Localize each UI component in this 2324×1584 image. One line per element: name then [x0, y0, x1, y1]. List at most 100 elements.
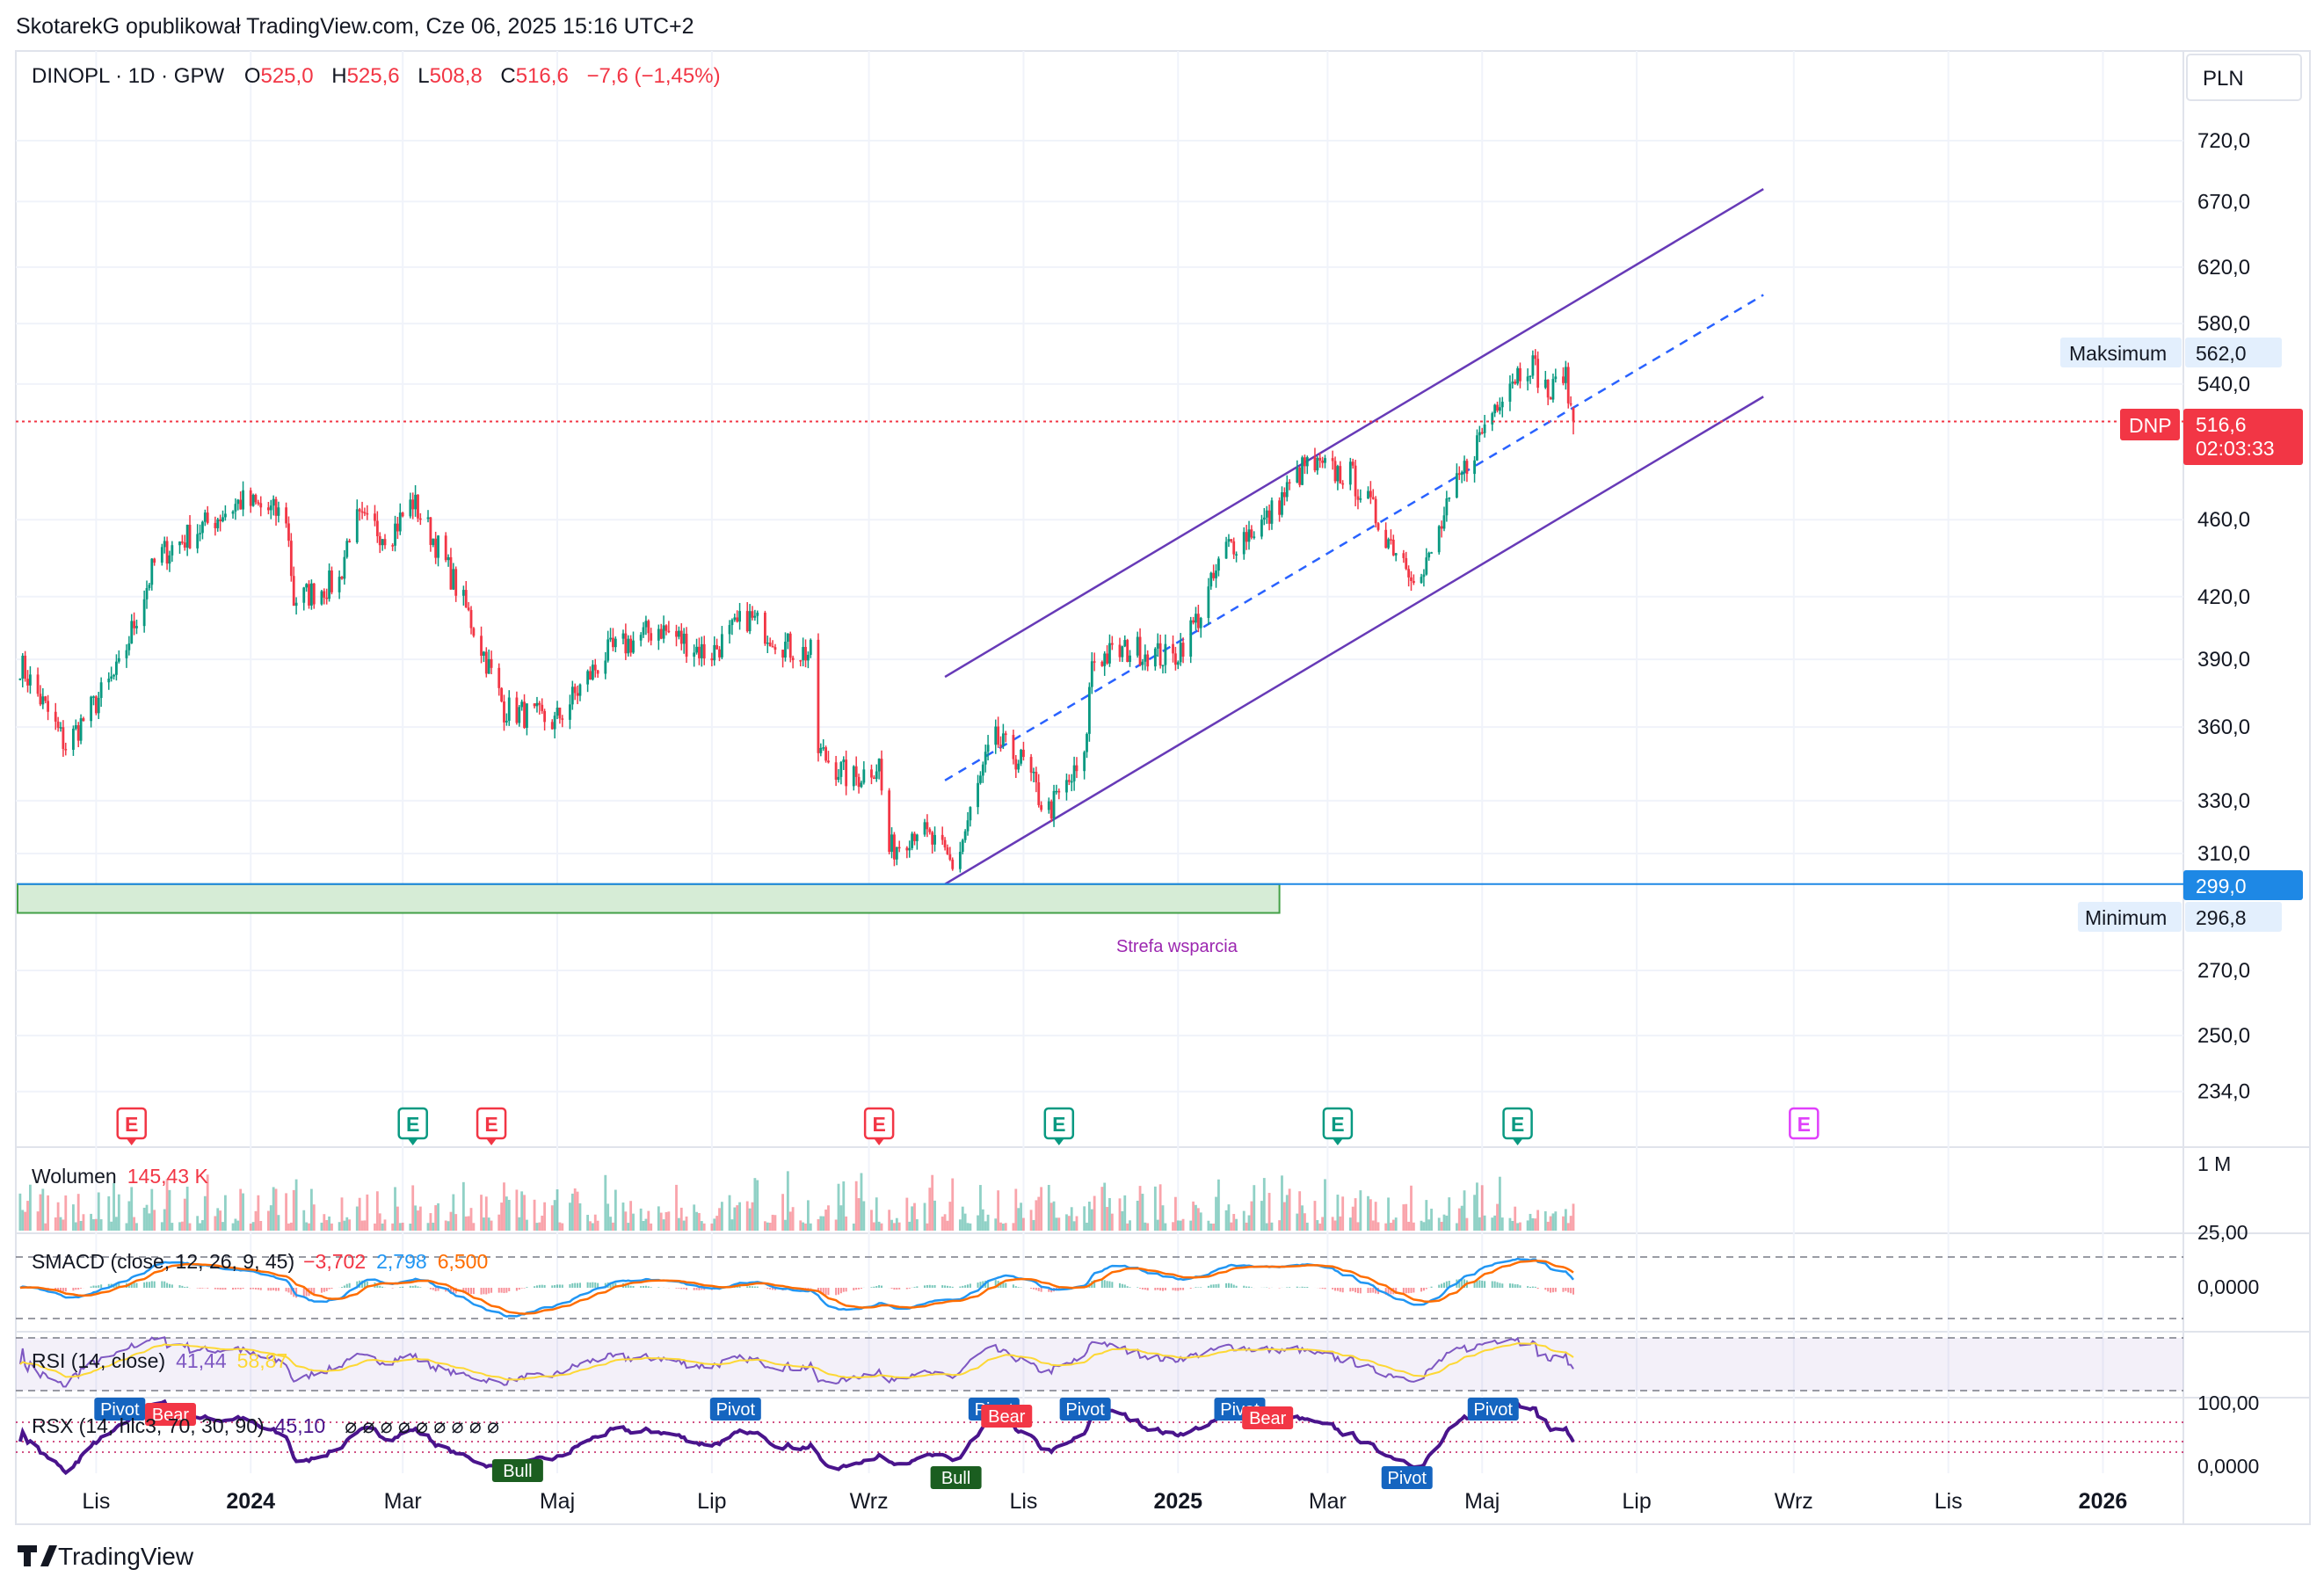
candle-body	[505, 720, 508, 723]
candle-body	[222, 517, 224, 522]
volume-bar	[543, 1202, 547, 1231]
candle-body	[1480, 432, 1484, 434]
smacd-hist-bar	[449, 1288, 452, 1294]
candle-body	[396, 523, 399, 532]
volume-bar	[895, 1217, 898, 1231]
tradingview-logo[interactable]: TradingView	[18, 1543, 194, 1570]
volume-bar	[1341, 1196, 1345, 1231]
candle-body	[1566, 367, 1570, 403]
time-axis[interactable]: Lis 2024 Mar Maj Lip Wrz Lis 2025 Mar Maj Lip Wrz Li…	[82, 1489, 2127, 1514]
candle-body	[1508, 383, 1512, 402]
candle-body	[330, 570, 333, 592]
volume-bar	[928, 1188, 932, 1231]
candle-body	[541, 704, 544, 711]
candle-body	[926, 822, 929, 830]
volume-bar	[391, 1223, 395, 1231]
candle-body	[728, 625, 731, 635]
candle-body	[1498, 407, 1501, 411]
svg-text:299,0: 299,0	[2196, 875, 2247, 897]
smacd-hist-bar	[267, 1288, 270, 1291]
volume-bar	[1144, 1222, 1147, 1231]
price-axis[interactable]: 720,0 670,0 620,0 580,0 540,0 460,0 420,0 390,0…	[2197, 129, 2250, 1104]
smacd-hist-bar	[571, 1282, 574, 1288]
smacd-hist-bar	[518, 1288, 520, 1290]
volume-bar	[561, 1223, 564, 1231]
candle-body	[543, 710, 547, 723]
rsx-tag-label: Pivot	[100, 1400, 140, 1420]
smacd-hist-bar	[946, 1285, 948, 1288]
candle-body	[997, 726, 1000, 745]
candle-body	[1086, 733, 1088, 752]
smacd-hist-bar	[1339, 1288, 1341, 1292]
volume-bar	[888, 1210, 891, 1231]
volume-bar	[1390, 1223, 1392, 1231]
smacd-hist-bar	[168, 1283, 171, 1288]
candle-body	[257, 502, 260, 504]
volume-bar	[1146, 1223, 1150, 1231]
price-tick: 310,0	[2197, 842, 2250, 866]
candle-body	[1103, 653, 1107, 666]
smacd-hist-bar	[497, 1288, 500, 1293]
smacd-hist-bar	[1442, 1282, 1445, 1288]
volume-bar	[1476, 1182, 1478, 1231]
volume-bar	[1500, 1217, 1504, 1231]
candle-body	[1164, 643, 1167, 665]
candle-body	[1305, 457, 1309, 467]
rsx-tag	[1467, 1398, 1519, 1421]
candle-body	[1083, 752, 1086, 772]
candle-body	[1500, 401, 1504, 408]
volume-bar	[535, 1223, 539, 1231]
volume-bar	[1247, 1215, 1251, 1231]
smacd-hist-bar	[586, 1282, 589, 1288]
rsx-tag	[144, 1403, 196, 1426]
smacd-hist-bar	[257, 1288, 259, 1290]
volume-bar	[1531, 1217, 1535, 1231]
volume-bar	[133, 1217, 136, 1231]
candle-body	[1457, 473, 1461, 476]
volume-bar	[1022, 1217, 1025, 1231]
candle-body	[54, 711, 57, 722]
candle-body	[1138, 636, 1142, 665]
volume-bar	[1179, 1220, 1182, 1231]
smacd-hist-bar	[554, 1284, 556, 1288]
candle-body	[923, 822, 926, 835]
candle-body	[1390, 539, 1392, 541]
volume-bar	[18, 1193, 22, 1231]
candle-body	[1017, 763, 1020, 770]
volume-pane	[18, 1171, 1575, 1231]
volume-bar	[897, 1222, 901, 1231]
smacd-hist-bar	[490, 1288, 493, 1293]
volume-bar	[1199, 1212, 1202, 1231]
volume-bar	[1217, 1179, 1220, 1231]
smacd-hist-bar	[1536, 1288, 1539, 1290]
volume-bar	[196, 1216, 200, 1231]
volume-bar	[1250, 1201, 1253, 1231]
candle-body	[1179, 643, 1182, 663]
candle-body	[888, 790, 891, 853]
smacd-hist-bar	[196, 1288, 199, 1289]
volume-bar	[730, 1219, 734, 1231]
smacd-hist-bar	[969, 1283, 971, 1288]
volume-bar	[44, 1223, 47, 1231]
smacd-hist-bar	[148, 1282, 150, 1288]
volume-bar	[784, 1219, 787, 1231]
currency-button[interactable]	[2186, 54, 2302, 101]
smacd-hist-bar	[1180, 1288, 1182, 1290]
volume-bar	[994, 1218, 998, 1231]
candle-body	[1020, 749, 1022, 764]
smacd-hist-bar	[1572, 1288, 1574, 1295]
volume-bar	[480, 1195, 483, 1231]
smacd-hist-bar	[411, 1285, 414, 1288]
volume-bar	[1040, 1187, 1043, 1231]
volume-bar	[165, 1179, 169, 1231]
candle-body	[1519, 367, 1521, 381]
volume-bar	[1529, 1213, 1532, 1231]
smacd-hist-bar	[1209, 1284, 1212, 1288]
price-tick: 580,0	[2197, 312, 2250, 336]
candle-body	[363, 512, 367, 514]
candle-body	[857, 776, 861, 788]
smacd-hist-bar	[979, 1282, 982, 1288]
volume-bar	[558, 1222, 562, 1231]
volume-bar	[107, 1195, 111, 1231]
